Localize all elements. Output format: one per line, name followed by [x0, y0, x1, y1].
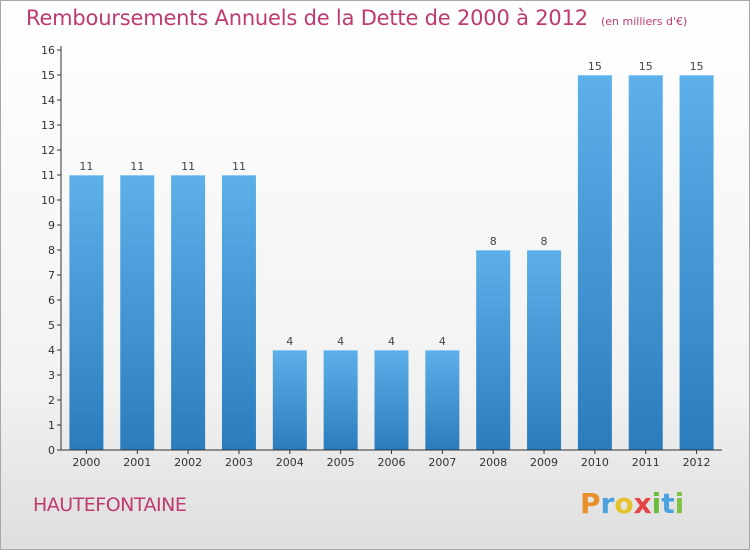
y-tick-label: 8 [48, 244, 55, 257]
x-tick-label: 2000 [72, 456, 100, 469]
y-tick-label: 10 [41, 194, 55, 207]
bar-2010 [577, 75, 612, 450]
y-tick-label: 16 [41, 44, 55, 57]
x-tick-label: 2001 [123, 456, 151, 469]
y-tick-label: 12 [41, 144, 55, 157]
y-tick-label: 6 [48, 294, 55, 307]
bar-2004 [272, 350, 307, 450]
logo-letter: x [633, 487, 652, 520]
bar-2000 [69, 175, 104, 450]
y-tick-label: 11 [41, 169, 55, 182]
y-tick-label: 15 [41, 69, 55, 82]
data-label: 4 [439, 335, 446, 348]
data-label: 8 [541, 235, 548, 248]
x-tick-label: 2012 [683, 456, 711, 469]
chart-subtitle: (en milliers d'€) [601, 15, 688, 28]
y-tick-label: 2 [48, 394, 55, 407]
data-label: 11 [79, 160, 93, 173]
bar-2007 [425, 350, 460, 450]
y-tick-label: 5 [48, 319, 55, 332]
y-tick-label: 4 [48, 344, 55, 357]
x-tick-label: 2007 [428, 456, 456, 469]
y-tick-label: 0 [48, 444, 55, 457]
logo-letter: i [674, 487, 685, 520]
logo-letter: o [614, 487, 634, 520]
bar-2005 [323, 350, 358, 450]
bar-2009 [527, 250, 562, 450]
data-label: 11 [181, 160, 195, 173]
x-tick-label: 2003 [225, 456, 253, 469]
data-label: 8 [490, 235, 497, 248]
x-tick-label: 2006 [378, 456, 406, 469]
x-tick-label: 2010 [581, 456, 609, 469]
bar-2006 [374, 350, 409, 450]
x-tick-label: 2004 [276, 456, 304, 469]
commune-name: HAUTEFONTAINE [33, 494, 187, 516]
logo-letter: i [651, 487, 662, 520]
proxiti-logo: Proxiti [580, 487, 684, 520]
y-tick-label: 7 [48, 269, 55, 282]
data-label: 15 [588, 60, 602, 73]
x-tick-label: 2009 [530, 456, 558, 469]
data-label: 11 [130, 160, 144, 173]
logo-letter: t [661, 487, 675, 520]
logo-letter: P [580, 487, 601, 520]
title-row: Remboursements Annuels de la Dette de 20… [26, 6, 687, 30]
x-tick-label: 2005 [327, 456, 355, 469]
y-tick-label: 3 [48, 369, 55, 382]
y-tick-label: 1 [48, 419, 55, 432]
y-tick-label: 9 [48, 219, 55, 232]
logo-letter: r [600, 487, 615, 520]
x-tick-label: 2011 [632, 456, 660, 469]
bar-2008 [476, 250, 511, 450]
bar-2003 [221, 175, 256, 450]
data-label: 4 [337, 335, 344, 348]
data-label: 11 [232, 160, 246, 173]
bar-2001 [120, 175, 155, 450]
data-label: 4 [388, 335, 395, 348]
y-tick-label: 13 [41, 119, 55, 132]
chart-title: Remboursements Annuels de la Dette de 20… [26, 6, 588, 30]
bar-2012 [679, 75, 714, 450]
x-tick-label: 2008 [479, 456, 507, 469]
data-label: 15 [690, 60, 704, 73]
bar-2002 [171, 175, 206, 450]
data-label: 15 [639, 60, 653, 73]
y-tick-label: 14 [41, 94, 55, 107]
x-tick-label: 2002 [174, 456, 202, 469]
data-label: 4 [286, 335, 293, 348]
bar-2011 [628, 75, 663, 450]
